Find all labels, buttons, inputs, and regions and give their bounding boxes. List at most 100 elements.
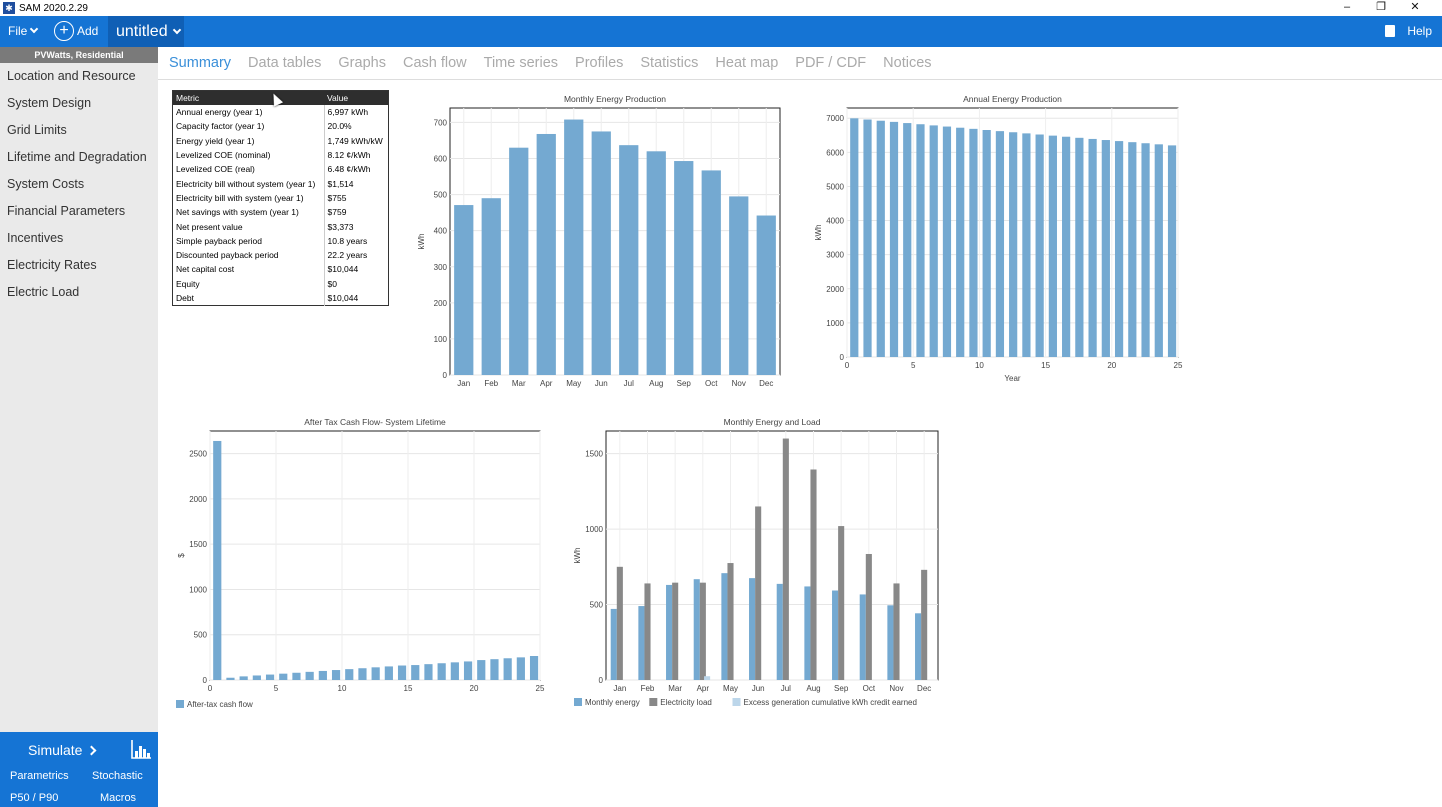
metric-value: $0 <box>323 276 389 291</box>
y-tick-label: 2000 <box>189 495 207 504</box>
x-tick-label: Feb <box>641 684 655 693</box>
bar <box>1009 132 1018 357</box>
bar <box>1128 142 1137 357</box>
metrics-row: Electricity bill with system (year 1) $75… <box>173 190 389 206</box>
bar <box>1035 134 1044 357</box>
x-tick-label: Aug <box>649 379 663 388</box>
monthly-energy-production-svg: Monthly Energy Production 0 100 200 300 400 50… <box>417 94 781 388</box>
y-tick-label: 0 <box>443 371 448 380</box>
results-tabs: Summary Data tables Graphs Cash flow Tim… <box>158 47 1442 80</box>
tab-statistics[interactable]: Statistics <box>640 55 699 71</box>
bar <box>454 205 474 375</box>
metrics-row: Net present value $3,373 <box>173 219 389 234</box>
bar-electricity-load <box>616 566 623 680</box>
metric-name: Net capital cost <box>176 264 235 275</box>
bar <box>226 677 235 680</box>
metric-name: Net savings with system (year 1) <box>176 207 299 218</box>
chart-title: Monthly Energy and Load <box>724 417 821 427</box>
tab-pdf-cdf[interactable]: PDF / CDF <box>795 55 867 71</box>
metric-name: Energy yield (year 1) <box>176 135 255 146</box>
bar <box>318 670 327 680</box>
x-tick-label: Dec <box>917 684 931 693</box>
tab-summary[interactable]: Summary <box>169 55 232 71</box>
x-tick-label: Dec <box>759 379 773 388</box>
tab-profiles[interactable]: Profiles <box>575 55 624 71</box>
tab-graphs[interactable]: Graphs <box>338 55 386 71</box>
y-tick-label: 500 <box>434 191 448 200</box>
y-tick-label: 300 <box>434 263 448 272</box>
bar-monthly-energy <box>638 606 645 680</box>
macros-link[interactable]: Macros <box>100 792 137 804</box>
x-tick-label: Jan <box>457 379 470 388</box>
metric-value: $10,044 <box>323 290 389 306</box>
sidebar-item-system-costs[interactable]: System Costs <box>7 177 85 191</box>
sidebar-item-location-and-resource[interactable]: Location and Resource <box>7 69 136 83</box>
sidebar-item-electric-load[interactable]: Electric Load <box>7 285 80 299</box>
y-tick-label: 500 <box>194 631 208 640</box>
metric-value: 6,997 kWh <box>323 105 389 120</box>
sidebar-item-grid-limits[interactable]: Grid Limits <box>7 123 67 137</box>
tab-data-tables[interactable]: Data tables <box>248 55 322 71</box>
bar <box>516 657 525 680</box>
metric-name: Equity <box>176 278 200 289</box>
chevron-down-icon <box>172 25 181 34</box>
bar <box>384 666 393 680</box>
metric-value: $1,514 <box>323 176 389 191</box>
window-title: SAM 2020.2.29 <box>19 2 88 14</box>
metric-value: 1,749 kWh/kW <box>323 133 389 148</box>
sidebar-item-incentives[interactable]: Incentives <box>7 231 64 245</box>
metric-value: 20.0% <box>323 119 389 134</box>
sidebar-item-system-design[interactable]: System Design <box>7 96 92 110</box>
case-tab[interactable]: untitled <box>108 16 184 47</box>
x-tick-label: Nov <box>732 379 746 388</box>
metric-name: Simple payback period <box>176 235 262 246</box>
help-button[interactable]: Help <box>1385 24 1432 38</box>
bar <box>942 126 952 357</box>
simulate-button[interactable]: Simulate <box>28 742 97 758</box>
simulate-label: Simulate <box>28 742 83 758</box>
bar <box>982 130 991 357</box>
minimize-button[interactable]: – <box>1343 1 1351 13</box>
sidebar-item-financial-parameters[interactable]: Financial Parameters <box>7 204 126 218</box>
tab-time-series[interactable]: Time series <box>483 55 559 71</box>
add-label: Add <box>77 24 99 38</box>
tab-notices[interactable]: Notices <box>883 55 932 71</box>
sidebar-item-electricity-rates[interactable]: Electricity Rates <box>7 258 97 272</box>
bar <box>674 161 694 375</box>
parametrics-link[interactable]: Parametrics <box>10 770 69 782</box>
y-tick-label: 600 <box>434 155 448 164</box>
tab-heat-map[interactable]: Heat map <box>715 55 779 71</box>
sidebar-item-lifetime-and-degradation[interactable]: Lifetime and Degradation <box>7 150 147 164</box>
metric-name: Discounted payback period <box>176 250 279 261</box>
tab-cash-flow[interactable]: Cash flow <box>402 55 467 71</box>
p50-p90-link[interactable]: P50 / P90 <box>10 792 59 804</box>
chevron-right-icon <box>87 745 97 755</box>
bar <box>995 131 1005 357</box>
bar-electricity-load <box>921 569 928 680</box>
restore-button[interactable]: ❐ <box>1376 1 1386 13</box>
metrics-row: Debt $10,044 <box>173 290 389 306</box>
bar <box>876 120 885 358</box>
bar-electricity-load <box>644 583 651 680</box>
y-tick-label: 400 <box>434 227 448 236</box>
add-case-button[interactable]: + Add <box>54 21 98 41</box>
y-tick-label: 1000 <box>189 585 207 594</box>
bar-chart-icon[interactable] <box>130 738 152 760</box>
stochastic-link[interactable]: Stochastic <box>92 770 143 782</box>
legend-swatch <box>176 700 184 708</box>
x-tick-label: May <box>723 684 738 693</box>
y-tick-label: 7000 <box>826 114 844 123</box>
x-tick-label: Feb <box>484 379 498 388</box>
y-axis-label: kWh <box>417 234 426 250</box>
bar <box>509 147 529 375</box>
x-tick-label: Oct <box>705 379 718 388</box>
close-button[interactable]: ✕ <box>1410 1 1420 13</box>
metric-value: 22.2 years <box>323 247 389 263</box>
file-menu-button[interactable]: File <box>8 24 39 38</box>
bar-monthly-energy <box>666 584 673 680</box>
bar <box>1114 141 1124 357</box>
configuration-label[interactable]: PVWatts, Residential <box>0 47 158 63</box>
metrics-row: Discounted payback period 22.2 years <box>173 247 389 263</box>
x-tick-label: 0 <box>845 361 850 370</box>
bar <box>331 670 341 680</box>
